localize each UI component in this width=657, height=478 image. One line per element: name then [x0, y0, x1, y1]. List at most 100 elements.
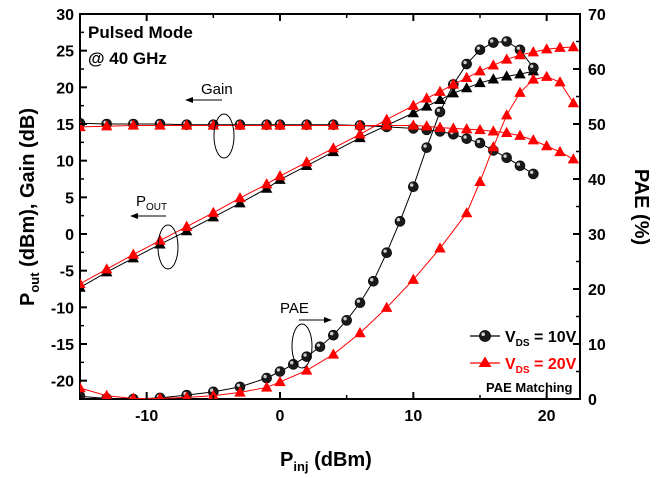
- data-point-pout-20v: [500, 53, 513, 64]
- data-point-pout-20v: [234, 192, 246, 203]
- data-point-gain-10v: [474, 137, 486, 149]
- legend-label-20v: VDS = 20V: [505, 356, 577, 376]
- data-point-pae-20v: [434, 242, 446, 253]
- data-point-gain-20v: [127, 119, 140, 130]
- data-point-pae-10v: [288, 359, 299, 370]
- y-axis-left-title: Pout (dBm), Gain (dB): [17, 108, 42, 306]
- data-point-pae-10v: [301, 351, 312, 362]
- legend-item-10v: VDS = 10V: [470, 329, 577, 349]
- data-point-gain-20v: [380, 119, 393, 130]
- data-point-pout-20v: [474, 65, 486, 76]
- data-point-pout-20v: [100, 263, 113, 274]
- data-point-pout-20v: [567, 41, 580, 52]
- data-point-pout-20v: [420, 92, 433, 103]
- data-point-gain-20v: [420, 120, 433, 131]
- data-point-pout-20v: [380, 113, 393, 124]
- series-line-pae-20v: [80, 76, 574, 399]
- y-right-tick-label: 20: [588, 282, 606, 299]
- data-point-pae-10v: [434, 106, 446, 118]
- legend-label-10v: VDS = 10V: [505, 329, 577, 349]
- pout-label: POUT: [136, 193, 167, 213]
- data-point-gain-20v: [407, 119, 420, 130]
- data-point-pout-20v: [514, 49, 526, 60]
- data-point-pout-20v: [180, 220, 193, 231]
- data-point-pout-20v: [260, 178, 273, 189]
- data-point-pae-10v: [421, 142, 432, 153]
- data-point-gain-10v: [461, 133, 472, 144]
- y-left-tick-label: 20: [56, 80, 74, 97]
- y-axis-right-title: PAE (%): [630, 169, 652, 245]
- data-point-pae-20v: [234, 386, 246, 397]
- y-left-tick-label: 0: [65, 227, 74, 244]
- legend-marker-20v: [478, 356, 492, 367]
- data-point-pout-10v: [474, 76, 486, 88]
- data-point-pae-20v: [540, 70, 553, 81]
- y-right-tick-label: 40: [588, 172, 606, 189]
- data-point-pout-20v: [460, 71, 473, 82]
- x-axis-title: Pinj (dBm): [280, 449, 372, 474]
- data-point-pae-20v: [129, 392, 137, 399]
- series-pout-10v: [80, 65, 540, 292]
- data-point-pout-10v: [487, 73, 500, 84]
- data-point-pae-10v: [381, 247, 392, 258]
- data-point-gain-20v: [274, 119, 286, 130]
- data-point-pout-10v: [514, 68, 526, 79]
- data-point-pae-20v: [500, 109, 513, 120]
- data-point-gain-20v: [554, 145, 566, 157]
- axes-layer: -10 0 10 20 -20 -15 -10 -5 0 5 10 15 20 25 30 0 10 20 30 40…: [51, 7, 606, 425]
- y-left-tick-label: 15: [56, 117, 74, 134]
- y-left-tick-label: 5: [65, 190, 74, 207]
- y-left-tick-label: 30: [56, 7, 74, 24]
- data-point-pout-20v: [554, 41, 566, 52]
- y-right-tick-label: 50: [588, 117, 606, 134]
- data-point-gain-20v: [234, 119, 246, 130]
- pae-label: PAE: [280, 300, 309, 317]
- gain-label: Gain: [201, 81, 233, 98]
- series-line-pae-10v: [80, 40, 534, 399]
- data-point-gain-20v: [540, 140, 553, 151]
- title-line2: @ 40 GHz: [88, 49, 167, 68]
- data-point-gain-20v: [154, 119, 166, 130]
- title-line1: Pulsed Mode: [88, 23, 193, 42]
- data-point-pae-20v: [514, 86, 526, 97]
- data-point-pae-10v: [528, 62, 539, 74]
- data-point-pae-20v: [380, 301, 393, 312]
- y-left-tick-label: 25: [56, 44, 74, 61]
- data-point-pae-10v: [394, 216, 406, 227]
- data-point-pae-20v: [260, 381, 273, 392]
- data-point-pae-20v: [474, 175, 486, 186]
- data-point-gain-20v: [434, 121, 446, 132]
- y-right-tick-label: 60: [588, 62, 606, 79]
- data-point-pout-10v: [407, 107, 420, 118]
- data-point-pae-20v: [300, 364, 313, 375]
- data-point-pae-20v: [567, 97, 580, 108]
- data-point-pout-20v: [354, 128, 366, 139]
- legend: VDS = 10V VDS = 20V PAE Matching: [470, 329, 577, 395]
- gain-annotation: Gain: [185, 81, 235, 159]
- y-right-tick-label: 10: [588, 337, 606, 354]
- data-point-gain-20v: [327, 119, 340, 130]
- data-point-gain-20v: [500, 126, 513, 137]
- data-point-pae-10v: [341, 315, 352, 326]
- data-point-pae-10v: [408, 181, 419, 192]
- y-left-tick-label: 10: [56, 154, 74, 171]
- series-layer: [80, 36, 580, 399]
- data-point-pae-10v: [461, 58, 472, 70]
- data-point-gain-20v: [207, 119, 220, 130]
- data-point-pout-10v: [234, 197, 246, 208]
- data-point-pout-20v: [487, 59, 500, 70]
- data-point-gain-10v: [528, 168, 539, 180]
- pout-annotation: POUT: [130, 193, 179, 270]
- data-point-pae-10v: [314, 341, 326, 353]
- legend-marker-10v: [479, 330, 491, 342]
- data-point-pae-10v: [274, 366, 286, 377]
- x-tick-label: 0: [276, 408, 285, 425]
- x-tick-label: 20: [538, 408, 556, 425]
- data-point-pae-20v: [554, 76, 566, 87]
- pae-ellipse: [291, 323, 313, 369]
- data-point-pae-10v: [261, 372, 272, 384]
- pout-arrow-head: [130, 213, 138, 219]
- data-point-pout-10v: [420, 100, 433, 111]
- legend-item-20v: VDS = 20V: [470, 356, 577, 376]
